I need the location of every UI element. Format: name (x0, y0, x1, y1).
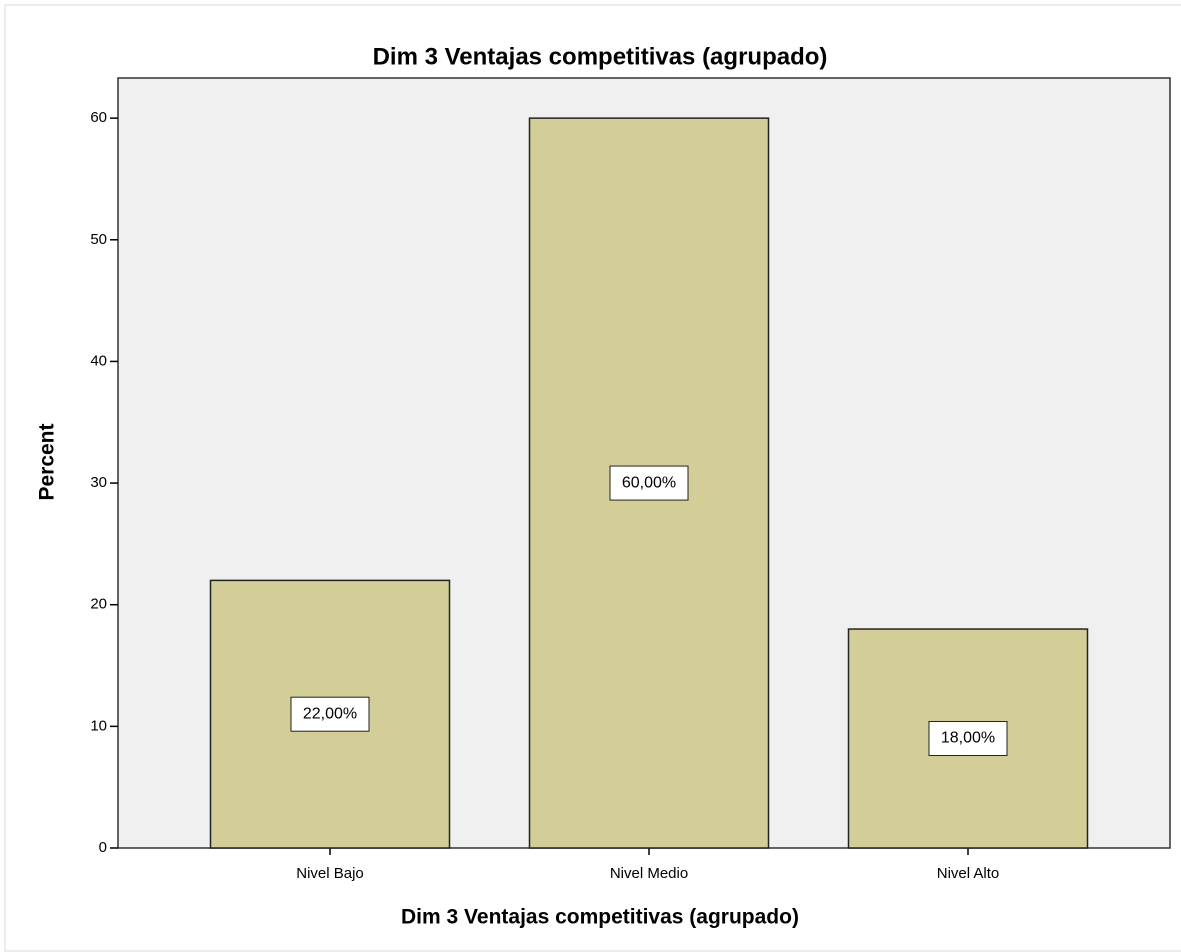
y-tick-label: 20 (90, 596, 107, 613)
y-tick-label: 30 (90, 474, 107, 491)
y-tick-label: 0 (99, 839, 107, 856)
value-label: 18,00% (941, 730, 995, 747)
x-tick-label: Nivel Alto (937, 865, 1000, 882)
x-tick-label: Nivel Medio (610, 865, 688, 882)
y-tick-label: 10 (90, 717, 107, 734)
y-tick-label: 50 (90, 231, 107, 248)
y-tick-label: 60 (90, 109, 107, 126)
value-label-box (290, 696, 370, 732)
chart-title: Dim 3 Ventajas competitivas (agrupado) (373, 43, 828, 70)
x-axis-label: Dim 3 Ventajas competitivas (agrupado) (401, 906, 799, 929)
y-tick-label: 40 (90, 352, 107, 369)
value-label-box (928, 721, 1008, 757)
y-axis-label: Percent (36, 423, 59, 500)
value-label-box (609, 465, 689, 501)
value-label: 22,00% (303, 705, 357, 722)
x-tick-label: Nivel Bajo (296, 865, 364, 882)
value-label: 60,00% (622, 474, 676, 491)
